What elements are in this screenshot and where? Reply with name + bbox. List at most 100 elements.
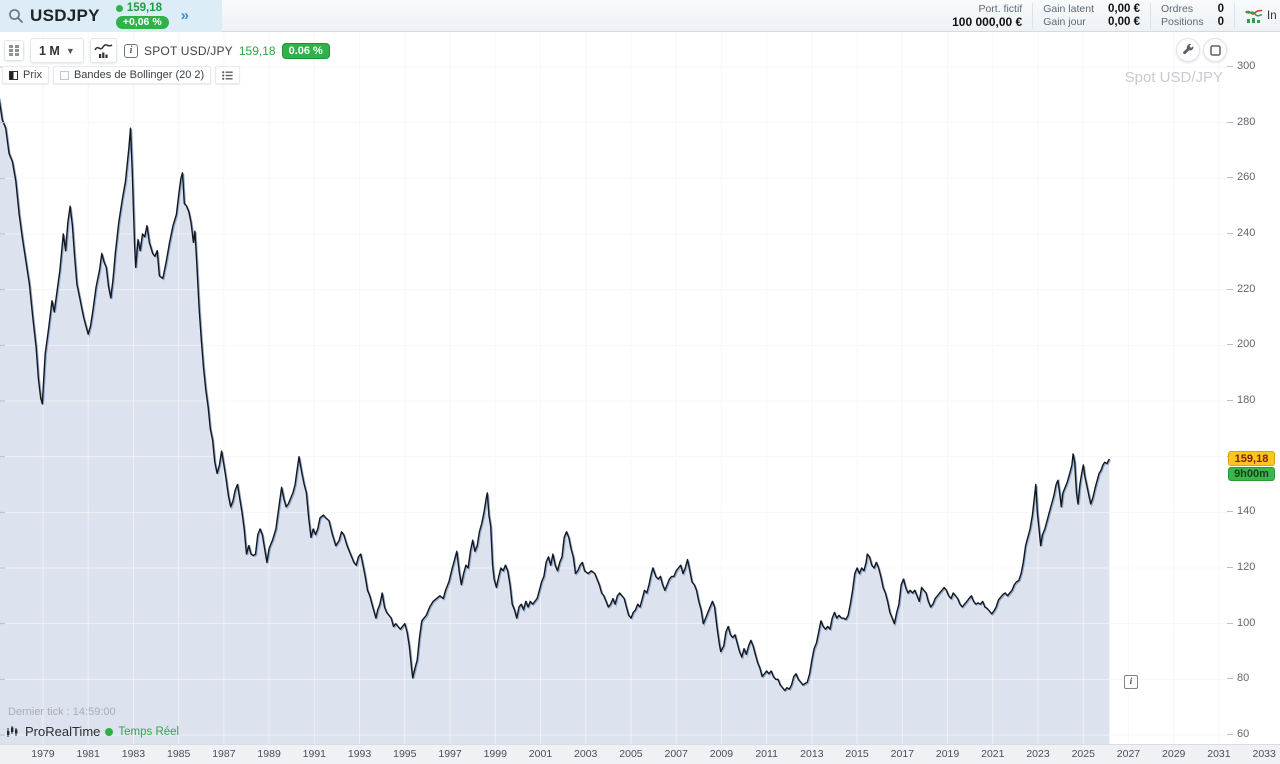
price-axis-label: 200: [1226, 338, 1256, 351]
time-axis-label: 2015: [845, 748, 869, 760]
price-style-icon: [9, 70, 18, 80]
time-axis-label: 2013: [800, 748, 824, 760]
time-axis-label: 2027: [1116, 748, 1141, 760]
instrument-change-badge: 0.06 %: [281, 42, 330, 59]
prorealtime-logo-icon: [6, 725, 20, 738]
instrument-info-icon[interactable]: i: [124, 43, 138, 58]
symbol-change-badge: +0,06 %: [115, 15, 169, 29]
price-axis-label: 100: [1226, 616, 1256, 629]
time-axis-label: 2009: [709, 748, 734, 760]
list-icon: [222, 70, 233, 80]
side-panel-toggle[interactable]: In: [1234, 2, 1280, 29]
time-axis-label: 1999: [483, 748, 507, 760]
time-axis-label: 1987: [212, 748, 236, 760]
orders-positions-group: Ordres 0 Positions 0: [1149, 2, 1234, 29]
instrument-info-group: i SPOT USD/JPY 159,18 0.06 %: [124, 40, 330, 61]
price-axis-label: 260: [1226, 171, 1256, 184]
instrument-price: 159,18: [238, 43, 276, 58]
time-axis-label: 2023: [1026, 748, 1050, 760]
bollinger-chip-label: Bandes de Bollinger (20 2): [73, 69, 205, 81]
gain-latent-label: Gain latent: [1043, 2, 1094, 15]
expand-chevron-icon[interactable]: »: [180, 7, 189, 24]
time-axis-label: 1993: [347, 748, 372, 760]
instrument-search-zone[interactable]: USDJPY 159,18 +0,06 % »: [0, 0, 222, 32]
search-icon[interactable]: [8, 8, 24, 24]
market-open-dot: [115, 4, 123, 12]
window-icon: [1209, 44, 1221, 56]
portfolio-value-group: Port. fictif 100 000,00 €: [942, 3, 1032, 29]
market-lists-icon: [1245, 7, 1263, 24]
time-axis-label: 2003: [574, 748, 598, 760]
side-panel-label: In: [1267, 9, 1277, 22]
price-axis-label: 280: [1226, 115, 1256, 128]
symbol-price: 159,18: [126, 1, 163, 14]
time-axis-label: 2025: [1071, 748, 1095, 760]
time-axis[interactable]: 1979 1981 1983 1985 1987 1989 1991 1993 1995 1997…: [0, 744, 1280, 764]
bollinger-checkbox[interactable]: [59, 70, 69, 80]
time-axis-label: 1981: [76, 748, 100, 760]
time-axis-label: 2007: [664, 748, 688, 760]
price-axis-label: 240: [1226, 227, 1256, 239]
fullscreen-window-button[interactable]: [1203, 38, 1227, 62]
positions-value: 0: [1217, 15, 1224, 28]
price-axis-label: 120: [1226, 561, 1256, 573]
plot-area[interactable]: [0, 32, 1227, 744]
chart-watermark: Spot USD/JPY: [1124, 69, 1223, 86]
time-axis-label: 1991: [302, 748, 327, 760]
portfolio-label: Port. fictif: [978, 2, 1023, 15]
time-axis-label: 1997: [438, 748, 462, 760]
chart-type-icon: [94, 42, 113, 59]
realtime-status-dot: [105, 727, 114, 736]
time-axis-label: 2033: [1252, 748, 1276, 760]
gain-jour-label: Gain jour: [1043, 15, 1086, 28]
price-series-chip[interactable]: Prix: [2, 66, 49, 84]
gain-jour-value: 0,00 €: [1108, 15, 1140, 28]
instrument-name: SPOT USD/JPY: [144, 43, 233, 58]
portfolio-value: 100 000,00 €: [952, 14, 1023, 29]
time-axis-label: 2001: [528, 748, 553, 760]
symbol-price-box: 159,18 +0,06 %: [115, 1, 169, 29]
price-axis[interactable]: 3002802602402202001801601401201008060: [1226, 32, 1280, 744]
symbol-title: USDJPY: [30, 5, 100, 25]
indicator-legend-row: Prix Bandes de Bollinger (20 2): [2, 66, 241, 84]
timeframe-selector[interactable]: 1 M ▼: [30, 38, 84, 63]
indicator-list-button[interactable]: [215, 66, 241, 84]
realtime-label: Temps Réel: [118, 725, 180, 738]
time-axis-label: 1979: [31, 748, 55, 760]
time-axis-label: 1989: [257, 748, 281, 760]
price-axis-label: 300: [1226, 60, 1256, 72]
gain-latent-value: 0,00 €: [1108, 2, 1140, 15]
last-price-badge: 159,18: [1228, 451, 1275, 466]
positions-label: Positions: [1160, 15, 1204, 28]
chart-settings-button[interactable]: [1176, 38, 1200, 62]
time-axis-label: 1985: [166, 748, 191, 760]
time-axis-label: 2021: [981, 748, 1005, 760]
time-axis-label: 1983: [121, 748, 146, 760]
time-axis-label: 2017: [890, 748, 915, 760]
ordres-value: 0: [1217, 2, 1224, 15]
time-axis-label: 2029: [1162, 748, 1186, 760]
ordres-label: Ordres: [1160, 2, 1194, 15]
time-axis-label: 2019: [935, 748, 960, 760]
chart-info-icon[interactable]: i: [1124, 675, 1138, 689]
price-area-fill: [0, 104, 1110, 744]
time-axis-label: 1995: [393, 748, 417, 760]
brand-label: ProRealTime: [25, 724, 101, 739]
price-chip-label: Prix: [23, 69, 42, 81]
layout-grid-button[interactable]: [4, 40, 24, 61]
portfolio-panel: Port. fictif 100 000,00 € Gain latent 0,0…: [942, 0, 1280, 32]
time-axis-label: 2031: [1207, 748, 1231, 760]
bar-countdown-badge: 9h00m: [1228, 467, 1275, 481]
price-line-highlight: [0, 98, 1111, 693]
timeframe-value: 1 M: [39, 43, 60, 58]
wrench-icon: [1182, 43, 1195, 57]
bollinger-indicator-chip[interactable]: Bandes de Bollinger (20 2): [52, 66, 212, 84]
price-axis-label: 80: [1226, 672, 1250, 685]
chart-type-button[interactable]: [90, 38, 117, 63]
time-axis-label: 2011: [755, 748, 778, 760]
price-line: [0, 100, 1110, 692]
last-tick-status: Dernier tick : 14:59:00: [8, 706, 116, 718]
price-axis-label: 220: [1226, 282, 1256, 295]
